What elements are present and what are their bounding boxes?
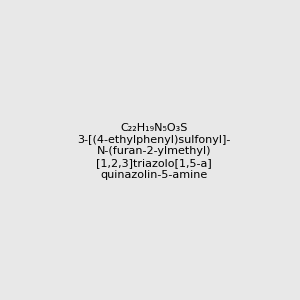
Text: C₂₂H₁₉N₅O₃S
3-[(4-ethylphenyl)sulfonyl]-
N-(furan-2-ylmethyl)
[1,2,3]triazolo[1,: C₂₂H₁₉N₅O₃S 3-[(4-ethylphenyl)sulfonyl]-… <box>77 123 230 180</box>
